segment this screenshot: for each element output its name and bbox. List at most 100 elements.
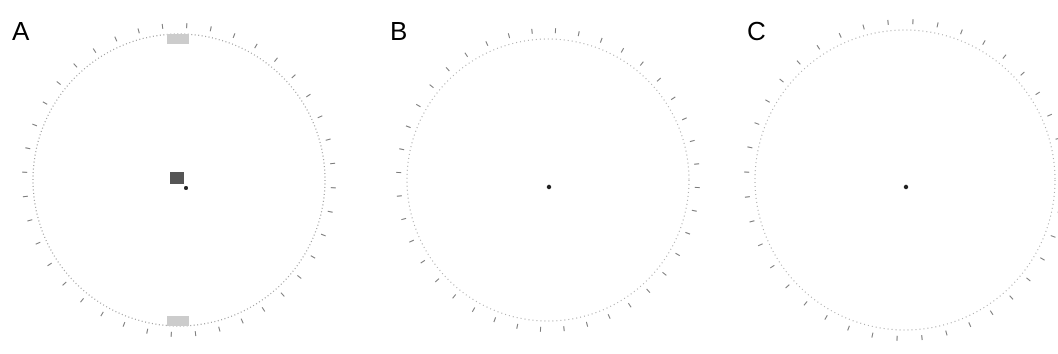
radial-tick [765,100,769,102]
radial-tick [1026,278,1030,281]
radial-tick [416,104,420,106]
radial-tick [682,118,687,120]
radial-tick [262,307,265,311]
radial-tick [640,62,643,66]
radial-tick [318,116,323,118]
radial-tick [123,322,125,327]
radial-tick [578,31,579,36]
radial-tick [25,148,30,149]
radial-tick [969,322,971,327]
radial-tick [839,33,841,38]
radial-tick [990,311,993,315]
radial-tick [750,221,755,222]
radial-tick [406,126,411,128]
radial-tick [888,20,889,25]
radial-tick [937,22,938,27]
center-dot [184,186,188,190]
center-dot [547,185,551,189]
radial-tick [32,124,37,126]
radial-tick [430,85,434,88]
cluster [167,34,189,44]
radial-tick [306,94,310,97]
radial-tick [983,40,985,44]
radial-tick [694,164,699,165]
radial-tick [1021,72,1025,75]
center-dot [904,185,908,189]
radial-tick [292,75,296,78]
radial-tick [517,324,518,329]
figure: A B C [0,0,1058,354]
panel-label: A [12,16,30,46]
radial-tick [804,301,807,305]
radial-tick [23,196,28,197]
radial-tick [946,331,947,336]
radial-tick [326,139,331,140]
radial-tick [1010,296,1013,300]
radial-tick [961,30,963,35]
circle [755,30,1055,330]
radial-tick [1003,55,1006,59]
radial-tick [274,58,277,62]
radial-tick [817,45,820,49]
radial-tick [662,272,666,275]
radial-tick [747,147,752,148]
radial-tick [1051,236,1056,238]
radial-tick [745,197,750,198]
radial-tick [321,234,326,236]
radial-tick [692,210,697,211]
radial-tick [210,26,211,31]
radial-tick [786,285,790,288]
radial-tick [281,293,284,297]
panel-label: B [390,16,407,46]
radial-tick [195,331,196,336]
panel-label: C [747,16,766,46]
radial-tick [138,28,139,33]
radial-tick [621,48,623,52]
radial-tick [162,24,163,29]
radial-tick [1040,258,1044,260]
radial-tick [647,289,650,293]
radial-tick [675,253,679,255]
radial-tick [399,149,404,150]
radial-tick [397,196,402,197]
radial-tick [401,218,406,219]
radial-tick [48,263,52,266]
radial-tick [758,244,763,246]
radial-tick [770,265,774,268]
radial-tick [80,298,83,302]
radial-tick [27,220,32,221]
radial-tick [532,29,533,34]
radial-tick [628,303,631,307]
radial-tick [564,326,565,331]
radial-tick [690,140,695,141]
radial-tick [922,335,923,340]
center-mark [170,172,184,184]
radial-tick [825,315,827,319]
panel-c: C [747,16,1055,330]
radial-tick [115,37,117,42]
panel-a: A [12,16,325,326]
radial-tick [409,240,414,242]
radial-tick [872,333,873,338]
radial-tick [755,123,760,125]
radial-tick [848,326,850,331]
radial-tick [685,232,690,234]
radial-tick [421,260,425,263]
radial-tick [233,33,235,38]
radial-tick [600,38,602,43]
radial-tick [472,307,474,311]
radial-tick [508,33,509,38]
radial-tick [671,97,675,100]
radial-tick [465,53,468,57]
radial-tick [147,329,148,334]
circle [407,39,689,321]
radial-tick [453,294,456,298]
radial-tick [435,279,439,282]
radial-tick [255,44,257,48]
radial-tick [36,242,41,244]
radial-tick [93,49,96,53]
radial-tick [446,67,449,71]
radial-tick [797,61,800,65]
radial-tick [586,322,587,327]
radial-tick [328,211,333,212]
